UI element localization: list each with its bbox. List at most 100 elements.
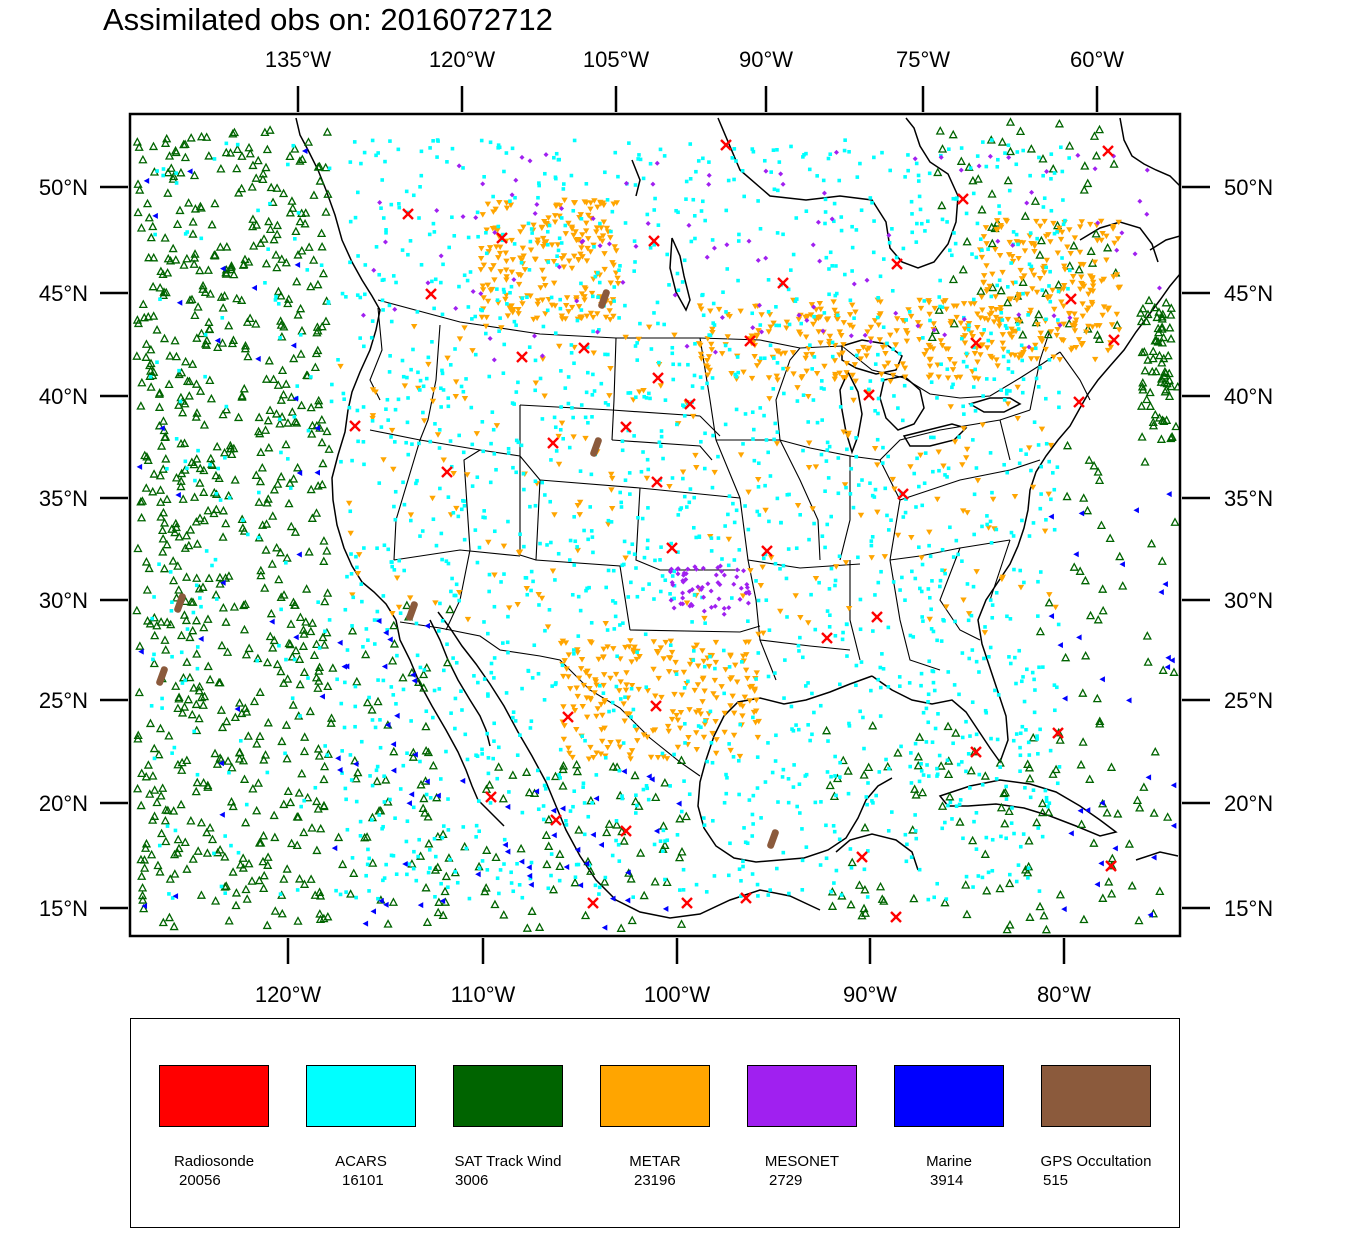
sat-track-wind-marker bbox=[158, 533, 168, 543]
metar-marker bbox=[630, 647, 637, 653]
acars-marker bbox=[433, 854, 438, 859]
radiosonde-marker bbox=[740, 892, 752, 904]
sat-track-wind-marker bbox=[1153, 323, 1163, 333]
acars-marker bbox=[838, 405, 843, 409]
acars-marker bbox=[829, 514, 834, 519]
sat-track-wind-marker bbox=[219, 291, 230, 300]
sat-track-wind-marker bbox=[433, 907, 443, 917]
sat-track-wind-marker bbox=[1145, 401, 1156, 410]
coastline-path bbox=[938, 779, 1118, 837]
sat-track-wind-marker bbox=[307, 420, 318, 430]
metar-marker bbox=[678, 692, 686, 699]
metar-marker bbox=[503, 292, 510, 299]
metar-marker bbox=[777, 608, 784, 615]
metar-marker bbox=[1038, 426, 1046, 433]
acars-marker bbox=[685, 505, 689, 509]
sat-track-wind-marker bbox=[229, 602, 240, 611]
metar-marker bbox=[875, 322, 882, 328]
border-path bbox=[611, 337, 617, 441]
acars-marker bbox=[553, 578, 557, 582]
metar-marker bbox=[690, 413, 697, 420]
marine-marker bbox=[172, 893, 179, 900]
sat-track-wind-marker bbox=[948, 274, 959, 284]
acars-marker bbox=[434, 543, 439, 548]
metar-marker bbox=[984, 317, 992, 324]
metar-marker bbox=[551, 219, 559, 226]
acars-marker bbox=[734, 374, 739, 379]
metar-marker bbox=[491, 572, 498, 578]
metar-marker bbox=[993, 357, 1000, 363]
acars-marker bbox=[470, 484, 475, 488]
acars-marker bbox=[692, 214, 697, 218]
acars-marker bbox=[501, 232, 505, 237]
sat-track-wind-marker bbox=[516, 843, 526, 853]
acars-marker bbox=[785, 615, 789, 619]
sat-track-wind-marker bbox=[186, 133, 196, 142]
marine-marker bbox=[402, 861, 408, 868]
acars-marker bbox=[313, 785, 318, 790]
acars-marker bbox=[708, 709, 713, 714]
acars-marker bbox=[617, 859, 622, 863]
metar-marker bbox=[980, 273, 988, 279]
metar-marker bbox=[626, 711, 633, 718]
metar-marker bbox=[652, 693, 659, 699]
sat-track-wind-marker bbox=[660, 778, 670, 787]
acars-marker bbox=[1004, 391, 1009, 396]
sat-track-wind-marker bbox=[239, 383, 249, 393]
metar-marker bbox=[1015, 255, 1022, 262]
observation-map[interactable]: 135°W 120°W 105°W 90°W 75°W 60°W 120°W 110°W 10… bbox=[0, 0, 1350, 1010]
coastline-path bbox=[841, 339, 903, 375]
acars-marker bbox=[687, 500, 692, 505]
acars-marker bbox=[798, 512, 802, 517]
metar-marker bbox=[1019, 351, 1026, 357]
acars-marker bbox=[382, 774, 386, 779]
acars-marker bbox=[572, 652, 576, 656]
metar-marker bbox=[838, 332, 845, 339]
acars-marker bbox=[1002, 398, 1007, 402]
sat-track-wind-marker bbox=[269, 484, 279, 494]
border-path bbox=[739, 497, 777, 681]
acars-marker bbox=[699, 209, 704, 213]
metar-marker bbox=[963, 455, 970, 461]
acars-marker bbox=[843, 138, 847, 142]
metar-marker bbox=[1032, 342, 1039, 349]
sat-track-wind-marker bbox=[1095, 718, 1105, 728]
sat-track-wind-marker bbox=[282, 753, 292, 763]
sat-track-wind-marker bbox=[288, 700, 298, 709]
metar-marker bbox=[514, 601, 521, 608]
acars-marker bbox=[980, 524, 984, 529]
acars-marker bbox=[682, 404, 686, 409]
acars-marker bbox=[1049, 497, 1053, 502]
sat-track-wind-marker bbox=[244, 257, 254, 266]
sat-track-wind-marker bbox=[860, 884, 870, 894]
acars-marker bbox=[867, 387, 871, 392]
acars-marker bbox=[587, 863, 592, 868]
acars-marker bbox=[566, 375, 571, 379]
acars-marker bbox=[766, 278, 771, 282]
acars-marker bbox=[575, 545, 579, 549]
acars-marker bbox=[514, 390, 519, 394]
metar-marker bbox=[923, 348, 930, 354]
sat-track-wind-marker bbox=[182, 864, 192, 873]
acars-marker bbox=[855, 175, 860, 179]
metar-marker bbox=[974, 359, 981, 366]
acars-marker bbox=[350, 856, 355, 860]
acars-marker bbox=[646, 506, 650, 510]
metar-marker bbox=[495, 255, 502, 261]
acars-marker bbox=[1052, 683, 1057, 687]
metar-marker bbox=[868, 555, 875, 561]
sat-track-wind-marker bbox=[1140, 365, 1150, 375]
acars-marker bbox=[726, 563, 731, 568]
acars-marker bbox=[570, 406, 574, 410]
sat-track-wind-marker bbox=[1026, 144, 1036, 153]
sat-track-wind-marker bbox=[296, 303, 306, 313]
acars-marker bbox=[417, 837, 421, 842]
acars-marker bbox=[694, 882, 699, 887]
acars-marker bbox=[839, 228, 844, 233]
sat-track-wind-marker bbox=[195, 681, 205, 691]
acars-marker bbox=[630, 542, 635, 547]
acars-marker bbox=[158, 297, 162, 302]
sat-track-wind-marker bbox=[1015, 126, 1026, 135]
metar-marker bbox=[840, 320, 848, 326]
sat-track-wind-marker bbox=[220, 882, 230, 891]
